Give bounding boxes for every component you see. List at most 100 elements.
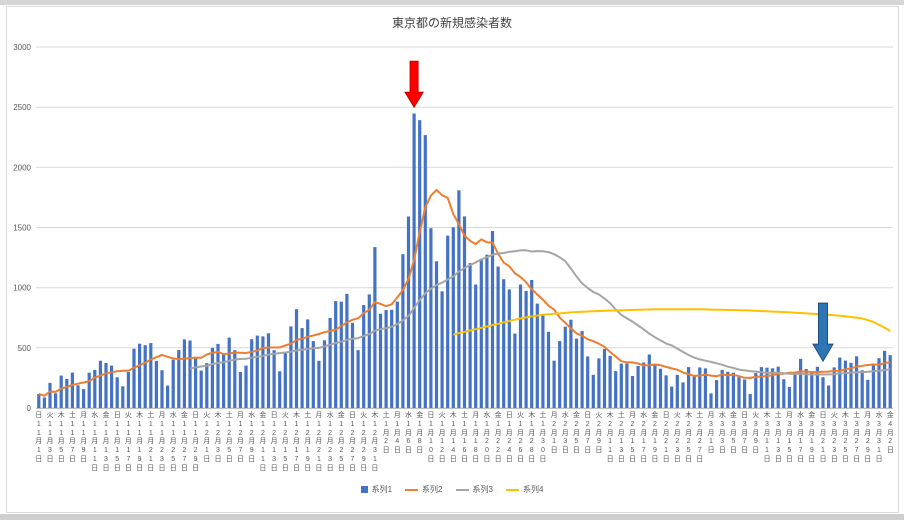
bar [602,348,607,408]
y-axis-tick-label: 1000 [13,284,31,293]
bar [810,371,814,408]
sheet-edge-strip-bottom [0,514,904,520]
bar [300,328,304,408]
bar [709,393,713,408]
bar [457,190,461,408]
bar [401,254,405,408]
bar [65,378,69,408]
bar [115,377,119,408]
bar [619,363,623,408]
series1-bar-swatch-icon [360,486,368,493]
bar [266,333,271,408]
bar [513,333,517,408]
bar [653,365,657,408]
legend-item-series1[interactable]: 系列1 [360,484,393,495]
bar [743,379,747,408]
bar [474,284,478,408]
bar [541,315,545,408]
bar [591,374,595,408]
bar [216,343,220,408]
bar [630,376,635,408]
legend-label-series2: 系列2 [422,485,443,494]
bar [132,348,136,408]
bar [625,363,629,408]
bar [608,355,612,408]
bar [378,313,383,408]
bar [384,310,388,408]
bar [289,326,293,408]
bar [535,303,539,408]
bar [866,379,870,408]
bar [328,318,332,408]
bar [59,375,63,408]
bar [647,354,651,408]
bar [524,290,528,408]
bar [771,368,775,408]
bar [782,379,786,408]
bar [681,382,685,408]
bar [776,366,780,408]
bar [182,339,186,408]
bar [110,365,114,408]
bar [462,216,467,408]
bar [244,365,248,408]
red-down-arrow[interactable] [404,60,424,109]
legend-label-series1: 系列1 [371,485,393,494]
legend-label-series4: 系列4 [522,485,544,494]
bar [205,363,209,408]
bar [787,386,791,408]
bar [451,227,455,408]
bar [42,397,46,408]
series2-line [38,188,891,397]
bar [194,357,198,408]
bar [546,331,551,408]
series4-line-swatch-icon [505,488,519,491]
bar [138,343,142,408]
bar [815,366,819,408]
blue-down-arrow[interactable] [812,302,834,363]
bar [558,341,562,408]
bar [737,377,741,408]
bar [827,385,831,408]
bar [322,340,327,408]
series3-line-swatch-icon [455,488,469,491]
bar [70,372,74,408]
bar [76,385,80,408]
legend-label-series3: 系列3 [472,485,493,494]
bar [429,228,433,408]
bar [350,322,355,408]
bar [849,362,853,408]
bar [434,261,439,408]
bar [121,386,125,408]
bar [373,247,377,408]
bar [362,305,366,408]
bar [888,355,892,408]
bar [754,373,758,408]
bar [518,284,523,408]
bar [261,336,265,408]
bar [317,360,321,408]
legend-item-series2[interactable]: 系列2 [405,484,443,495]
bar [423,135,427,408]
bar [507,289,511,408]
bar [759,367,763,408]
bar [126,372,130,408]
bar [731,372,735,408]
bar [580,331,584,408]
bar [871,364,875,408]
legend-item-series4[interactable]: 系列4 [505,484,544,495]
legend-item-series3[interactable]: 系列3 [455,484,493,495]
bar [614,371,618,408]
bar [345,293,349,408]
bar [334,301,338,408]
bar [765,367,769,408]
bar [468,263,472,408]
bar [692,375,696,408]
bar [210,347,214,408]
bar [306,319,310,408]
bar [227,337,231,408]
bar [658,368,663,408]
bar [154,360,158,408]
bar [883,350,887,408]
